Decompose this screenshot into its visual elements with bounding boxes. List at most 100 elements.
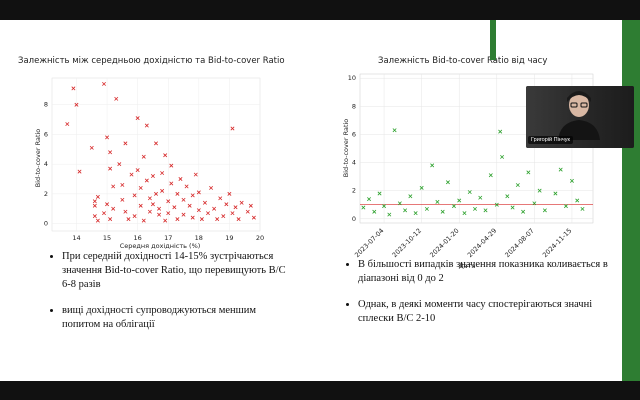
right-scatter-point [367,197,372,202]
left-x-tick-label: 19 [225,234,233,242]
left-scatter-point [138,185,143,190]
left-scatter-point [236,217,241,222]
right-y-tick-label: 10 [348,74,356,82]
participant-silhouette [558,91,600,140]
left-scatter-point [190,215,195,220]
left-y-tick-label: 4 [44,160,48,168]
right-scatter-point [382,204,387,209]
left-scatter-point [111,206,116,211]
left-scatter-point [212,206,217,211]
left-scatter-point [239,200,244,205]
left-scatter-point [187,203,192,208]
right-x-tick-label: 2024-08-07 [503,227,535,259]
left-scatter-point [138,203,143,208]
presentation-slide: Залежність між середньою дохідністю та B… [0,20,640,381]
left-chart-title: Залежність між середньою дохідністю та B… [18,56,285,66]
left-bullet-1: При середній дохідності 14-15% зустрічаю… [62,250,294,292]
right-chart-title: Залежність Bid-to-cover Ratio від часу [378,56,548,66]
left-scatter-point [132,193,137,198]
left-scatter-point [251,215,256,220]
right-y-tick-label: 6 [352,130,356,138]
right-scatter-point [408,194,413,199]
left-scatter-point [202,200,207,205]
left-scatter-point [206,211,210,216]
right-y-tick-label: 4 [352,159,356,167]
top-black-bar [0,0,640,20]
right-scatter-point [483,208,488,213]
left-x-tick-label: 20 [256,234,264,242]
left-scatter-point [172,205,177,210]
left-scatter-point [245,209,250,214]
left-scatter-point [150,174,155,179]
left-scatter-point [129,172,134,177]
right-scatter-point [575,198,580,203]
right-scatter-point [445,180,450,185]
right-scatter-point [440,209,445,214]
right-y-tick-label: 0 [352,215,356,223]
left-scatter-point [71,86,76,91]
left-scatter-point [92,203,97,208]
left-scatter-point [92,199,97,204]
left-scatter-point [135,116,140,121]
right-scatter-point [397,201,402,206]
right-scatter-point [424,206,429,211]
left-scatter-point [108,166,113,171]
left-chart-ylabel: Bid-to-cover Ratio [34,129,42,188]
left-scatter-point [65,122,70,127]
left-scatter-point [114,96,119,101]
right-bullet-1: В більшості випадків значення показника … [358,258,610,286]
slide-accent-stripe-top [490,20,496,60]
right-scatter-point [500,154,505,159]
left-scatter-point [135,168,140,173]
right-scatter-point [542,208,547,213]
right-scatter-point [467,190,472,195]
left-scatter-chart: Bid-to-cover Ratio Середня дохідність (%… [34,77,264,250]
left-scatter-point [169,181,174,186]
participant-video-tile[interactable]: Григорій Пінчук [526,86,634,148]
left-scatter-point [193,172,198,177]
left-scatter-point [154,191,158,196]
right-scatter-point [558,167,563,172]
left-scatter-point [74,102,79,107]
left-y-tick-label: 0 [44,220,48,228]
left-scatter-point [169,163,174,168]
left-scatter-point [154,141,158,146]
right-chart-xlabel: Дата [459,262,476,270]
right-scatter-point [494,202,499,207]
left-scatter-point [123,209,128,214]
left-scatter-point [141,218,146,223]
left-scatter-point [160,171,165,176]
right-scatter-point [498,129,503,134]
left-x-tick-label: 18 [195,234,203,242]
left-scatter-point [215,217,220,222]
left-scatter-point [230,211,235,216]
right-scatter-point [515,183,520,188]
left-scatter-point [157,206,162,211]
left-y-tick-label: 6 [44,130,48,138]
left-scatter-point [141,154,146,159]
left-scatter-point [163,153,168,158]
left-scatter-point [230,126,235,131]
left-scatter-point [196,208,201,213]
left-scatter-point [150,202,155,207]
left-scatter-point [175,191,180,196]
right-scatter-point [451,204,456,209]
right-scatter-point [488,173,493,178]
right-scatter-point [553,191,558,196]
left-scatter-point [108,217,113,222]
left-scatter-point [120,197,125,202]
left-scatter-point [144,178,149,183]
right-scatter-point [505,194,510,199]
left-scatter-point [178,177,183,181]
left-scatter-point [77,169,82,174]
right-x-tick-label: 2023-10-12 [391,227,423,259]
left-scatter-point [181,197,186,202]
left-scatter-point [132,214,137,219]
participant-name-tag: Григорій Пінчук [528,136,573,144]
right-scatter-point [580,206,585,211]
left-scatter-point [147,196,152,201]
left-plot-area [51,77,261,232]
left-scatter-point [147,209,152,214]
right-scatter-point [413,211,418,216]
bottom-black-bar [0,381,640,400]
